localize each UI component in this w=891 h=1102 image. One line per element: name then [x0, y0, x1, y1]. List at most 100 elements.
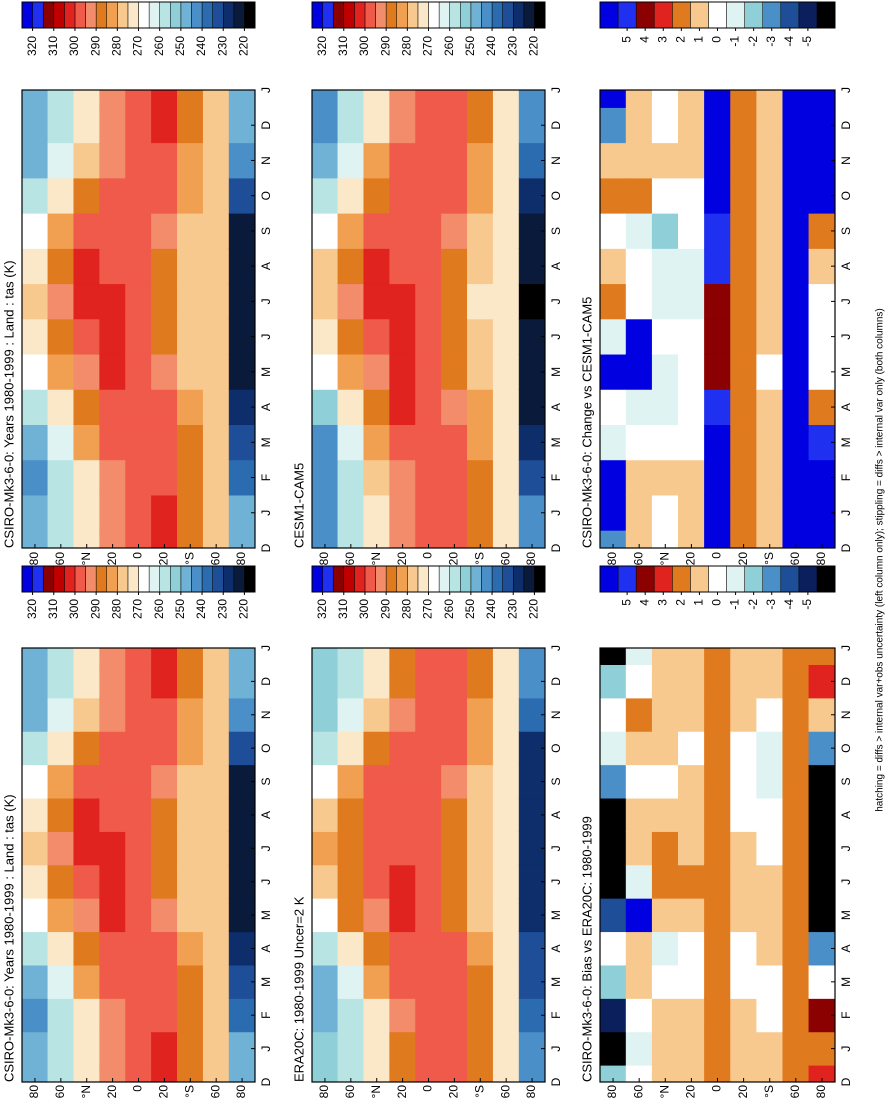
- heat-cell: [202, 107, 230, 144]
- x-tick-label: D: [259, 677, 273, 686]
- y-tick-label: 60: [208, 1085, 222, 1099]
- colorbar-tick-label: 270: [131, 36, 145, 56]
- heat-cell: [625, 998, 653, 1033]
- heat-cell: [808, 647, 836, 665]
- heat-cell: [651, 864, 679, 899]
- heat-cell: [518, 647, 546, 665]
- x-tick-label: D: [839, 121, 853, 130]
- x-tick-label: J: [839, 298, 853, 304]
- colorbar-tick-label: 220: [237, 599, 251, 619]
- heat-cell: [177, 318, 204, 355]
- colorbar-swatch: [170, 1, 182, 29]
- heat-cell: [625, 248, 653, 285]
- x-tick-label: N: [259, 156, 273, 165]
- heat-cell: [756, 964, 784, 999]
- heat-cell: [125, 697, 152, 732]
- heat-cell: [99, 998, 126, 1033]
- heat-cell: [21, 353, 49, 390]
- colorbar-swatch: [460, 565, 472, 593]
- colorbar-swatch: [438, 1, 450, 29]
- heat-cell: [151, 494, 178, 531]
- heat-cell: [415, 177, 442, 214]
- heat-cell: [756, 697, 784, 732]
- heat-cell: [363, 731, 390, 766]
- heat-cell: [730, 931, 757, 966]
- heat-cell: [99, 797, 126, 832]
- heat-cell: [99, 213, 126, 249]
- heat-cell: [415, 764, 442, 799]
- heat-cell: [47, 213, 75, 249]
- heat-cell: [73, 964, 100, 999]
- heat-cell: [467, 864, 494, 899]
- colorbar-tick-label: 290: [88, 36, 102, 56]
- x-tick-label: J: [259, 845, 273, 851]
- heat-cell: [363, 353, 390, 390]
- heat-cell: [625, 797, 653, 832]
- colorbar-tick-label: 230: [505, 599, 519, 619]
- colorbar-swatch: [481, 1, 493, 29]
- colorbar-swatch: [726, 1, 745, 29]
- heat-cell: [177, 898, 204, 933]
- colorbar-swatch: [798, 1, 818, 29]
- colorbar-swatch: [502, 565, 514, 593]
- heat-cell: [415, 142, 442, 179]
- heat-cell: [730, 283, 757, 320]
- heat-cell: [21, 424, 49, 461]
- heat-cell: [337, 353, 365, 390]
- heat-cell: [415, 107, 442, 144]
- heat-cell: [99, 764, 126, 799]
- colorbar-tick-label: 260: [442, 36, 456, 56]
- heat-cell: [808, 89, 836, 108]
- heat-cell: [782, 998, 810, 1033]
- x-tick-label: J: [549, 298, 563, 304]
- heat-cell: [415, 864, 442, 899]
- footnote: hatching = diffs > internal var+obs unce…: [875, 308, 886, 812]
- heat-cell: [704, 318, 731, 355]
- colorbar-swatch: [396, 565, 408, 593]
- heat-cell: [73, 697, 100, 732]
- colorbar-tick-label: 260: [152, 36, 166, 56]
- heat-cell: [47, 931, 75, 966]
- heat-cell: [651, 283, 679, 320]
- heat-cell: [678, 931, 705, 966]
- heat-cell: [389, 998, 416, 1033]
- heat-cell: [337, 494, 365, 531]
- y-tick-label: 0: [421, 552, 435, 559]
- heat-cell: [151, 142, 178, 179]
- colorbar-swatch: [708, 565, 727, 593]
- heat-cell: [467, 697, 494, 732]
- x-tick-label: D: [259, 543, 273, 552]
- y-tick-label: °S: [472, 1085, 486, 1098]
- heat-cell: [389, 177, 416, 214]
- heat-cell: [228, 89, 256, 108]
- colorbar-swatch: [653, 1, 673, 29]
- x-tick-label: F: [839, 1012, 853, 1019]
- heat-cell: [492, 177, 520, 214]
- heat-cell: [704, 213, 731, 249]
- heat-cell: [21, 731, 49, 766]
- heat-cell: [337, 142, 365, 179]
- colorbar-swatch: [375, 565, 387, 593]
- colorbar-swatch: [512, 1, 525, 29]
- heat-cell: [599, 283, 627, 320]
- y-tick-label: 60: [498, 1085, 512, 1099]
- heat-cell: [651, 142, 679, 179]
- x-tick-label: D: [549, 677, 563, 686]
- heat-cell: [782, 89, 810, 108]
- colorbar-swatch: [617, 1, 637, 29]
- heat-cell: [99, 177, 126, 214]
- heat-cell: [311, 283, 339, 320]
- heat-cell: [311, 664, 339, 699]
- colorbar-swatch: [74, 1, 86, 29]
- colorbar-tick-label: 1: [692, 599, 706, 606]
- heat-cell: [363, 931, 390, 966]
- heat-cell: [467, 89, 494, 108]
- colorbar-swatch: [428, 565, 440, 593]
- x-tick-label: A: [259, 403, 273, 411]
- heat-cell: [467, 177, 494, 214]
- heat-cell: [73, 318, 100, 355]
- heat-cell: [467, 797, 494, 832]
- x-tick-label: A: [549, 262, 563, 270]
- heat-cell: [599, 459, 627, 496]
- colorbar-swatch: [635, 565, 655, 593]
